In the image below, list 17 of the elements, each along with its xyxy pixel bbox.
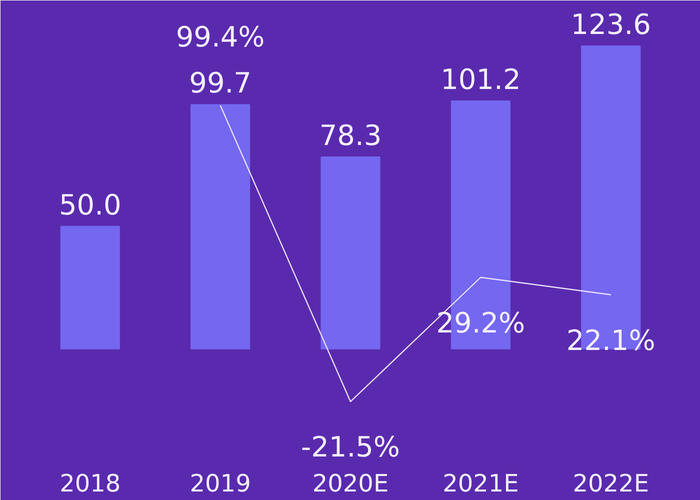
bar bbox=[190, 104, 250, 350]
bar bbox=[60, 226, 120, 350]
x-tick-label: 2020E bbox=[312, 470, 389, 498]
bar bbox=[320, 156, 380, 350]
x-tick-label: 2021E bbox=[442, 470, 519, 498]
x-tick-label: 2018 bbox=[60, 470, 121, 498]
x-tick-label: 2019 bbox=[190, 470, 251, 498]
x-tick-label: 2022E bbox=[572, 470, 650, 498]
data-label: 29.2% bbox=[436, 306, 526, 340]
data-label: 22.1% bbox=[566, 324, 656, 357]
data-label: 50.0 bbox=[58, 188, 122, 222]
data-label: -21.5% bbox=[300, 430, 400, 464]
data-label: 123.6 bbox=[570, 8, 651, 42]
data-label: 101.2 bbox=[440, 62, 521, 96]
data-label: 99.4% bbox=[176, 20, 265, 54]
data-label: 99.7 bbox=[189, 66, 252, 100]
data-label: 78.3 bbox=[319, 119, 382, 152]
